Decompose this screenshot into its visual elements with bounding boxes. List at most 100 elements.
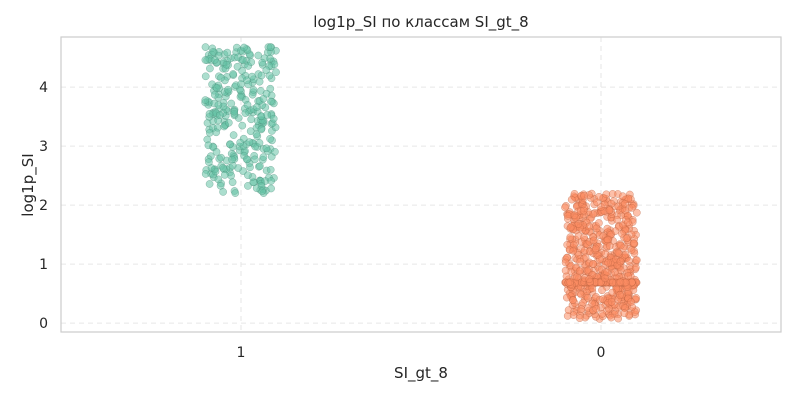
data-point xyxy=(238,56,247,64)
data-point xyxy=(253,103,261,111)
data-point xyxy=(214,175,223,184)
data-point xyxy=(569,247,578,255)
data-point xyxy=(223,48,232,57)
data-point xyxy=(201,56,210,64)
data-point xyxy=(580,233,588,242)
data-point xyxy=(607,297,616,306)
data-point xyxy=(247,58,256,66)
data-point xyxy=(592,224,601,233)
data-point xyxy=(258,58,267,67)
data-point xyxy=(632,256,641,264)
plot-frame xyxy=(60,36,782,333)
data-point xyxy=(259,153,268,161)
data-point xyxy=(230,107,239,116)
data-point xyxy=(255,139,264,147)
data-point xyxy=(212,128,221,137)
data-point xyxy=(627,298,635,306)
y-tick-label: 4 xyxy=(39,80,48,96)
data-point xyxy=(576,257,585,266)
data-point xyxy=(614,249,623,257)
data-point xyxy=(605,206,614,215)
data-point xyxy=(262,66,271,75)
data-point xyxy=(247,115,256,124)
data-point xyxy=(262,144,271,153)
data-point xyxy=(224,118,233,127)
data-point xyxy=(569,296,577,305)
data-point xyxy=(564,211,572,220)
data-point xyxy=(205,158,213,166)
y-axis-title: log1p_SI xyxy=(19,153,38,216)
data-point xyxy=(623,218,632,227)
data-point xyxy=(608,278,617,287)
points-layer xyxy=(201,43,641,323)
data-point xyxy=(240,43,248,52)
data-point xyxy=(263,111,272,119)
data-point xyxy=(632,294,640,302)
data-point xyxy=(244,182,252,190)
data-point xyxy=(244,171,252,180)
data-point xyxy=(621,206,630,215)
data-point xyxy=(580,192,589,200)
data-point xyxy=(605,242,614,250)
data-point xyxy=(219,188,227,196)
data-point xyxy=(588,284,597,293)
chart-title: log1p_SI по классам SI_gt_8 xyxy=(313,13,528,32)
data-point xyxy=(622,234,631,243)
data-point xyxy=(616,241,625,250)
data-point xyxy=(566,233,575,242)
data-point xyxy=(616,291,624,299)
data-point xyxy=(570,211,579,220)
data-point xyxy=(600,200,609,209)
data-point xyxy=(601,249,610,258)
data-point xyxy=(577,305,586,313)
data-point xyxy=(267,97,275,106)
data-point xyxy=(227,171,235,180)
data-point xyxy=(236,138,245,147)
data-point xyxy=(201,170,210,178)
data-point xyxy=(592,304,601,313)
data-point xyxy=(257,125,266,134)
data-point xyxy=(252,130,261,139)
data-point xyxy=(245,138,254,146)
data-point xyxy=(602,190,611,199)
data-point xyxy=(632,263,640,272)
data-point xyxy=(598,286,606,295)
data-point xyxy=(621,250,630,259)
data-point xyxy=(598,310,607,318)
data-point xyxy=(583,266,592,275)
data-point xyxy=(601,274,609,283)
data-point xyxy=(204,141,213,150)
data-point xyxy=(269,114,278,123)
data-point xyxy=(206,64,214,73)
data-point xyxy=(607,313,616,322)
data-point xyxy=(205,128,214,137)
data-point xyxy=(226,140,234,149)
data-point xyxy=(216,111,224,120)
data-point xyxy=(227,99,236,108)
data-point xyxy=(222,60,231,69)
data-point xyxy=(231,189,240,197)
y-tick-labels: 0 1 2 3 4 xyxy=(39,80,48,332)
y-tick-label: 0 xyxy=(39,316,48,332)
data-point xyxy=(575,267,584,276)
data-point xyxy=(561,203,569,212)
x-tick-label: 0 xyxy=(597,345,606,361)
data-point xyxy=(604,258,613,267)
data-point xyxy=(566,278,575,287)
data-point xyxy=(630,239,638,247)
data-point xyxy=(624,257,633,265)
y-tick-label: 3 xyxy=(39,139,48,155)
data-point xyxy=(614,314,623,323)
data-point xyxy=(242,155,251,164)
data-point xyxy=(228,155,236,164)
data-point xyxy=(611,268,619,277)
data-point xyxy=(628,203,636,212)
data-point xyxy=(205,110,214,118)
data-point xyxy=(621,199,629,208)
y-tick-label: 2 xyxy=(39,198,48,214)
data-point xyxy=(272,68,280,77)
data-point xyxy=(237,80,245,89)
data-point xyxy=(266,43,275,51)
data-point xyxy=(217,73,225,82)
